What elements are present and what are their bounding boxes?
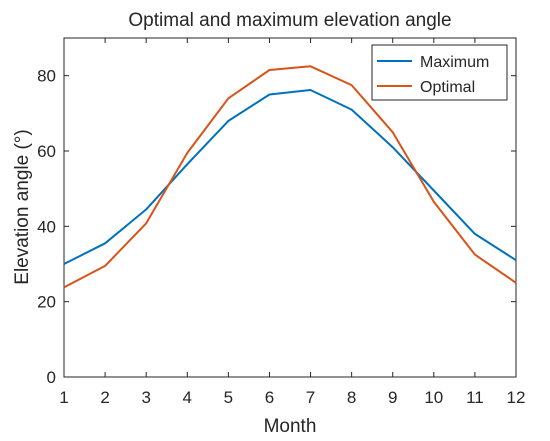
x-tick-label: 6: [265, 388, 274, 407]
y-tick-label: 60: [37, 142, 56, 161]
x-tick-label: 3: [141, 388, 150, 407]
plot-area: [63, 37, 517, 378]
legend-label-optimal: Optimal: [420, 79, 475, 96]
y-tick-label: 20: [37, 293, 56, 312]
series-lines: [63, 65, 517, 289]
x-axis: 1 2 3 4 5 6 7 8 9 10 11 12: [59, 38, 525, 407]
x-tick-label: 11: [466, 388, 484, 407]
x-tick-label: 8: [347, 388, 356, 407]
legend-label-maximum: Maximum: [420, 54, 489, 71]
y-tick-label: 80: [37, 67, 56, 86]
x-tick-label: 4: [183, 388, 192, 407]
y-axis-label: Elevation angle (°): [12, 129, 33, 284]
x-tick-label: 1: [59, 388, 68, 407]
y-tick-label: 40: [37, 217, 56, 236]
x-tick-label: 5: [224, 388, 233, 407]
legend: Maximum Optimal: [371, 44, 508, 101]
x-tick-label: 12: [507, 388, 526, 407]
x-axis-label: Month: [264, 416, 317, 437]
series-line-maximum: [63, 89, 517, 265]
chart-title: Optimal and maximum elevation angle: [128, 10, 451, 31]
x-tick-label: 9: [388, 388, 397, 407]
legend-box: [371, 44, 508, 101]
series-line-optimal: [63, 65, 517, 289]
x-tick-label: 7: [306, 388, 315, 407]
x-tick-label: 2: [100, 388, 109, 407]
y-axis: 0 20 40 60 80: [37, 67, 516, 387]
y-tick-label: 0: [47, 368, 56, 387]
x-tick-label: 10: [424, 388, 443, 407]
